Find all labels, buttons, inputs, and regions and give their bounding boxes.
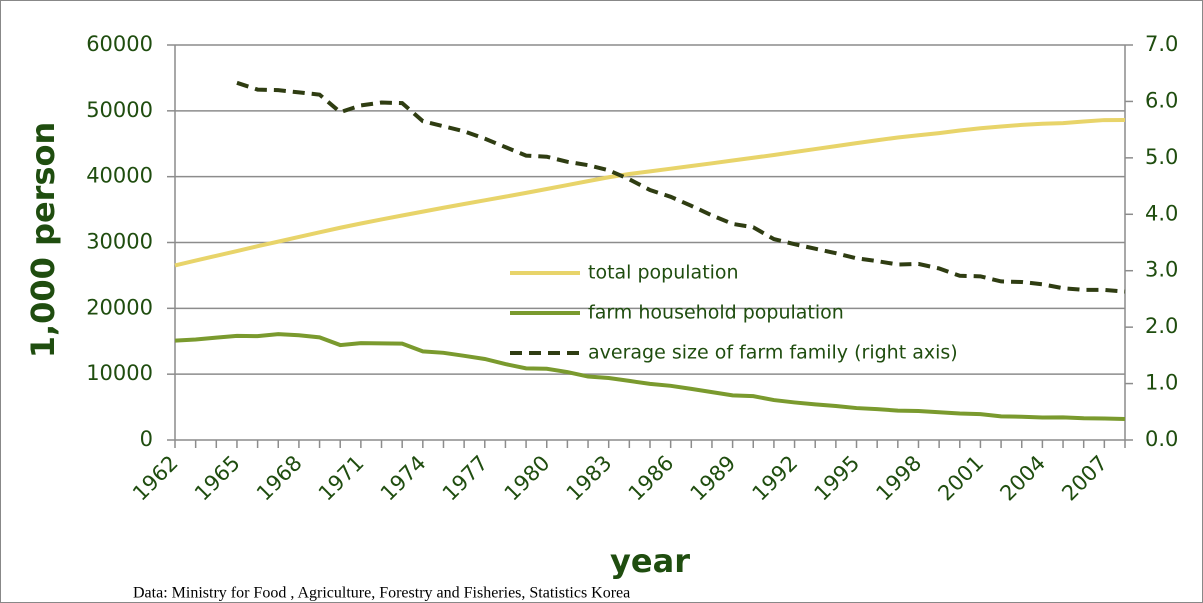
y-tick-label: 30000 [86,230,153,254]
y2-tick-label: 1.0 [1145,371,1178,395]
y-tick-label: 20000 [86,295,153,319]
y2-tick-label: 3.0 [1145,258,1178,282]
legend-label: total population [588,262,739,284]
y2-tick-label: 6.0 [1145,88,1178,112]
series-line [174,118,1126,268]
y2-tick-label: 2.0 [1145,314,1178,338]
legend-label: average size of farm family (right axis) [588,342,958,364]
series-line [174,332,1126,422]
y-tick-label: 50000 [86,98,153,122]
y-tick-label: 10000 [86,361,153,385]
y-axis-label: 1,000 person [24,122,62,359]
y-tick-label: 40000 [86,164,153,188]
source-note: Data: Ministry for Food , Agriculture, F… [133,585,630,602]
y2-tick-label: 5.0 [1145,145,1178,169]
series-line [236,80,1126,294]
y2-tick-label: 4.0 [1145,201,1178,225]
y2-tick-label: 7.0 [1145,32,1178,56]
legend-label: farm household population [588,302,844,324]
y-tick-label: 60000 [86,32,153,56]
y2-tick-label: 0.0 [1145,427,1178,451]
y-tick-label: 0 [140,427,153,451]
x-axis-label: year [610,542,690,580]
